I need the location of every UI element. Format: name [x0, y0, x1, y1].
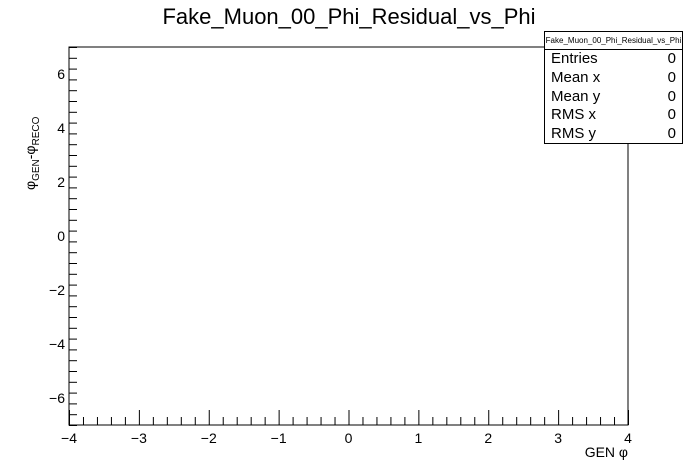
- y-tick-label: 0: [57, 228, 65, 244]
- stats-value: 0: [667, 50, 676, 67]
- stats-row-rms-x: RMS x 0: [545, 106, 682, 125]
- stats-label: RMS x: [551, 106, 596, 124]
- stats-value: 0: [667, 125, 676, 143]
- stats-label: RMS y: [551, 125, 596, 143]
- stats-label: Entries: [551, 50, 598, 67]
- y-axis-label-main: φ: [22, 180, 38, 190]
- x-tick-label: −3: [131, 430, 147, 446]
- stats-row-rms-y: RMS y 0: [545, 125, 682, 144]
- y-tick-label: 4: [57, 120, 65, 136]
- y-axis-label-sub-gen: GEN: [30, 159, 42, 181]
- stats-row-entries: Entries 0: [545, 50, 682, 69]
- x-axis-label: GEN φ: [584, 444, 628, 460]
- x-tick-label: 1: [414, 430, 422, 446]
- y-tick-label: −2: [49, 282, 65, 298]
- stats-value: 0: [667, 68, 676, 86]
- x-tick-label: −1: [271, 430, 287, 446]
- stats-row-mean-y: Mean y 0: [545, 88, 682, 107]
- x-tick-label: 0: [345, 430, 353, 446]
- y-tick-label: −6: [49, 390, 65, 406]
- x-tick-label: 4: [624, 430, 632, 446]
- y-axis-label-mid: -φ: [22, 145, 38, 160]
- x-tick-label: 3: [554, 430, 562, 446]
- stats-label: Mean y: [551, 87, 601, 105]
- stats-row-mean-x: Mean x 0: [545, 69, 682, 88]
- y-tick-label: 2: [57, 174, 65, 190]
- stats-value: 0: [667, 87, 676, 105]
- chart-title: Fake_Muon_00_Phi_Residual_vs_Phi: [162, 4, 536, 29]
- x-tick-label: 2: [484, 430, 492, 446]
- y-tick-label: −4: [49, 336, 65, 352]
- y-tick-label: 6: [57, 66, 65, 82]
- x-tick-label: −2: [201, 430, 217, 446]
- y-axis-label-sub-reco: RECO: [30, 116, 42, 146]
- stats-box: Fake_Muon_00_Phi_Residual_vs_Phi Entries…: [544, 31, 683, 144]
- stats-label: Mean x: [551, 68, 601, 86]
- x-tick-label: −4: [61, 430, 77, 446]
- stats-box-name: Fake_Muon_00_Phi_Residual_vs_Phi: [545, 32, 682, 50]
- stats-value: 0: [667, 106, 676, 124]
- y-axis-label: φGEN-φRECO: [22, 117, 42, 190]
